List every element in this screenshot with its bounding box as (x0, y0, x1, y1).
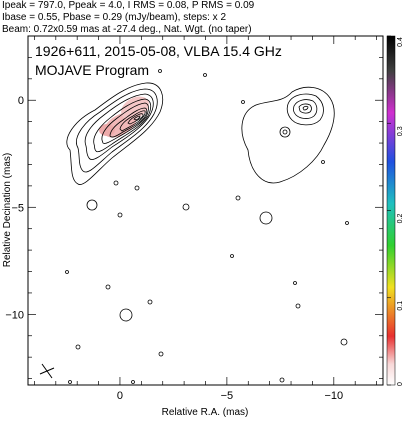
header-line-1: Ipeak = 797.0, Ppeak = 4.0, I RMS = 0.08… (2, 0, 255, 11)
x-axis-label: Relative R.A. (mas) (162, 407, 249, 418)
y-tick-label: −5 (11, 202, 24, 214)
plot-title-line-1: 1926+611, 2015-05-08, VLBA 15.4 GHz (35, 43, 282, 59)
x-tick-label: −10 (324, 390, 343, 402)
plot-title-line-2: MOJAVE Program (35, 62, 149, 78)
colorbar-tick-label: 0.3 (397, 126, 404, 136)
y-tick-label: −10 (5, 309, 24, 321)
colorbar-tick-label: 0.2 (397, 214, 404, 224)
x-tick-label: 0 (117, 390, 123, 402)
axes-ticks: 0 −5 −10 0 −5 −10 (5, 35, 383, 402)
colorbar-tick-label: 0.4 (397, 37, 404, 47)
colorbar-tick-label: 0 (397, 382, 404, 386)
colorbar-tick-label: 0.1 (397, 301, 404, 311)
contour-lines (65, 69, 349, 384)
y-axis-label: Relative Decination (mas) (2, 153, 13, 268)
y-tick-label: 0 (18, 95, 24, 107)
beam-ellipse (39, 363, 55, 379)
x-tick-label: −5 (221, 390, 234, 402)
colorbar-ticks: 0 0.1 0.2 0.3 0.4 (387, 35, 404, 386)
plot-frame (27, 35, 384, 386)
header-line-2: Ibase = 0.55, Pbase = 0.29 (mJy/beam), s… (2, 12, 226, 23)
header-line-3: Beam: 0.72x0.59 mas at -27.4 deg., Nat. … (2, 24, 252, 35)
